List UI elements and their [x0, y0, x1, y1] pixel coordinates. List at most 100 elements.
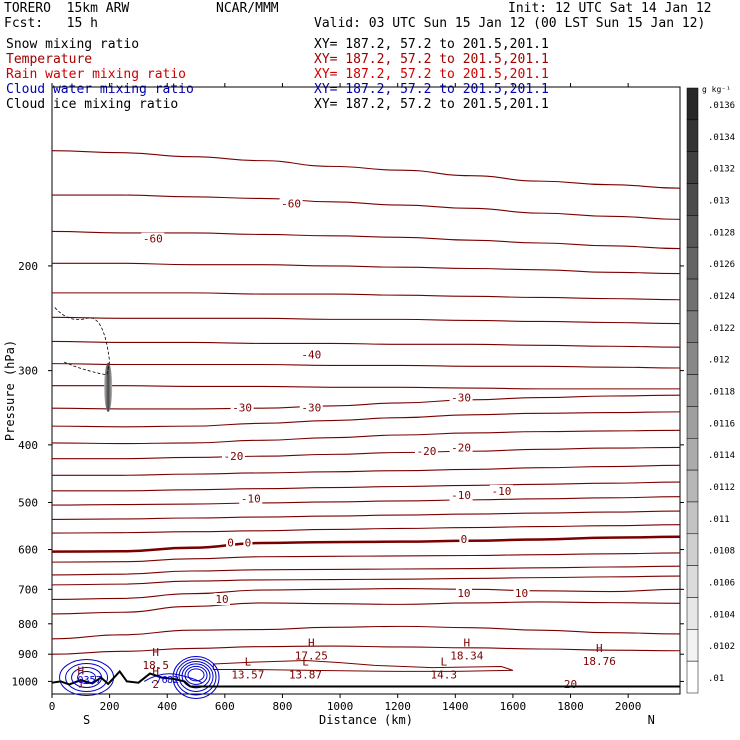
cloud-ice-shading	[104, 362, 113, 412]
colorbar-tick-label: .0126	[708, 260, 735, 270]
hl-marker-value: 14.3	[431, 668, 458, 681]
colorbar-segment	[686, 278, 699, 312]
isotherm-label-bg	[513, 586, 530, 599]
rain-region-outline	[212, 659, 514, 672]
isotherm-line	[52, 194, 681, 220]
isotherm-line	[51, 496, 681, 506]
colorbar-segment	[686, 310, 699, 343]
isotherm-label: 0	[461, 533, 468, 546]
colorbar-segment	[686, 246, 699, 280]
isotherm-label-bg	[455, 586, 472, 599]
isotherm-label-bg	[230, 401, 254, 414]
colorbar-segment	[686, 660, 699, 694]
cloud-water-contour	[178, 660, 214, 692]
isotherm-line	[51, 645, 681, 655]
x-tick-label: 800	[273, 700, 293, 713]
y-tick-label: 800	[18, 618, 38, 631]
cloud-water-contour	[172, 656, 220, 700]
isotherm-line	[51, 150, 681, 189]
hl-marker-value: 13.87	[289, 668, 322, 681]
isotherm-label: -40	[301, 349, 321, 362]
legend-name: Snow mixing ratio	[6, 37, 140, 52]
isotherm-label-bg	[221, 450, 245, 463]
terrain-line	[51, 669, 680, 688]
isotherm-line	[51, 316, 681, 325]
isotherm-label-bg	[243, 536, 253, 549]
y-axis-title: Pressure (hPa)	[3, 340, 17, 441]
colorbar-tick-label: .0102	[708, 642, 735, 652]
x-tick-label: 200	[100, 700, 120, 713]
hl-marker-value: 18.5	[142, 659, 169, 672]
cloud-ice-outline	[54, 307, 111, 376]
forecast-hour: Fcst: 15 h	[4, 16, 98, 31]
isotherm-label-bg	[213, 593, 230, 606]
x-tick-label: 400	[157, 700, 177, 713]
isotherm-label: -30	[232, 401, 252, 414]
y-tick-label: 200	[18, 260, 38, 273]
cloud-water-contour	[184, 665, 208, 685]
hl-marker-letter: H	[77, 664, 84, 677]
x-end-label-north: N	[648, 713, 655, 727]
hl-marker-letter: H	[596, 642, 603, 655]
colorbar-segment	[686, 438, 699, 471]
isotherm-line	[52, 446, 681, 460]
hl-marker-letter: L	[440, 655, 447, 668]
y-tick-label: 700	[18, 583, 38, 596]
hl-marker-value: 1	[77, 677, 84, 690]
colorbar-segment	[686, 469, 699, 503]
x-end-label-south: S	[83, 713, 90, 727]
legend-name: Cloud ice mixing ratio	[6, 97, 179, 112]
isotherm-line	[51, 575, 681, 586]
colorbar-segment	[686, 87, 699, 121]
isotherm-line	[51, 340, 681, 348]
legend-name: Rain water mixing ratio	[6, 67, 187, 82]
cloud-water-label: 82	[167, 675, 179, 686]
isotherm-line	[51, 429, 681, 445]
colorbar-segment	[686, 183, 699, 216]
isotherm-line	[51, 625, 681, 640]
colorbar-tick-label: .0112	[708, 483, 735, 493]
colorbar-segment	[686, 406, 699, 439]
isotherm-label: 0	[245, 537, 252, 550]
y-tick-label: 500	[18, 496, 38, 509]
isotherm-line	[51, 363, 681, 369]
legend-xy: XY= 187.2, 57.2 to 201.5,201.1	[314, 67, 549, 82]
colorbar-tick-label: .0108	[708, 547, 735, 557]
isotherm-label-bg	[449, 441, 473, 454]
hl-marker-letter: L	[302, 655, 309, 668]
isotherm-label-bg	[449, 489, 473, 502]
x-tick-label: 1200	[384, 700, 411, 713]
y-tick-label: 300	[18, 365, 38, 378]
colorbar-segment	[686, 629, 699, 662]
isotherm-label-bg	[489, 484, 513, 497]
isotherm-label: 10	[515, 587, 528, 600]
legend-xy: XY= 187.2, 57.2 to 201.5,201.1	[314, 82, 549, 97]
isotherm-label: 10	[215, 593, 228, 606]
legend-xy: XY= 187.2, 57.2 to 201.5,201.1	[314, 37, 549, 52]
x-axis-title: Distance (km)	[319, 713, 413, 727]
x-tick-label: 1800	[557, 700, 584, 713]
isotherm-label: -30	[451, 392, 471, 405]
isotherm-label: -10	[451, 489, 471, 502]
isotherm-line	[51, 385, 680, 390]
x-tick-label: 1600	[500, 700, 527, 713]
colorbar-segment	[686, 597, 699, 630]
isotherm-line	[52, 464, 681, 476]
colorbar-segment	[686, 342, 699, 375]
legend-xy: XY= 187.2, 57.2 to 201.5,201.1	[314, 52, 549, 67]
isotherm-line	[51, 552, 681, 563]
isotherm-line	[52, 262, 681, 275]
x-tick-label: 1400	[442, 700, 469, 713]
colorbar-segment	[686, 533, 699, 566]
cloud-water-contour	[143, 673, 203, 684]
hl-marker-letter: H	[152, 665, 159, 678]
y-tick-label: 400	[18, 439, 38, 452]
colorbar-tick-label: .0104	[708, 610, 735, 620]
x-tick-label: 2000	[615, 700, 642, 713]
hl-marker-value: 13.57	[231, 668, 264, 681]
isotherm-label-bg	[299, 348, 323, 361]
isotherm-label-bg	[141, 232, 165, 245]
isotherm-label-bg	[414, 445, 438, 458]
hl-marker-letter: L	[245, 655, 252, 668]
